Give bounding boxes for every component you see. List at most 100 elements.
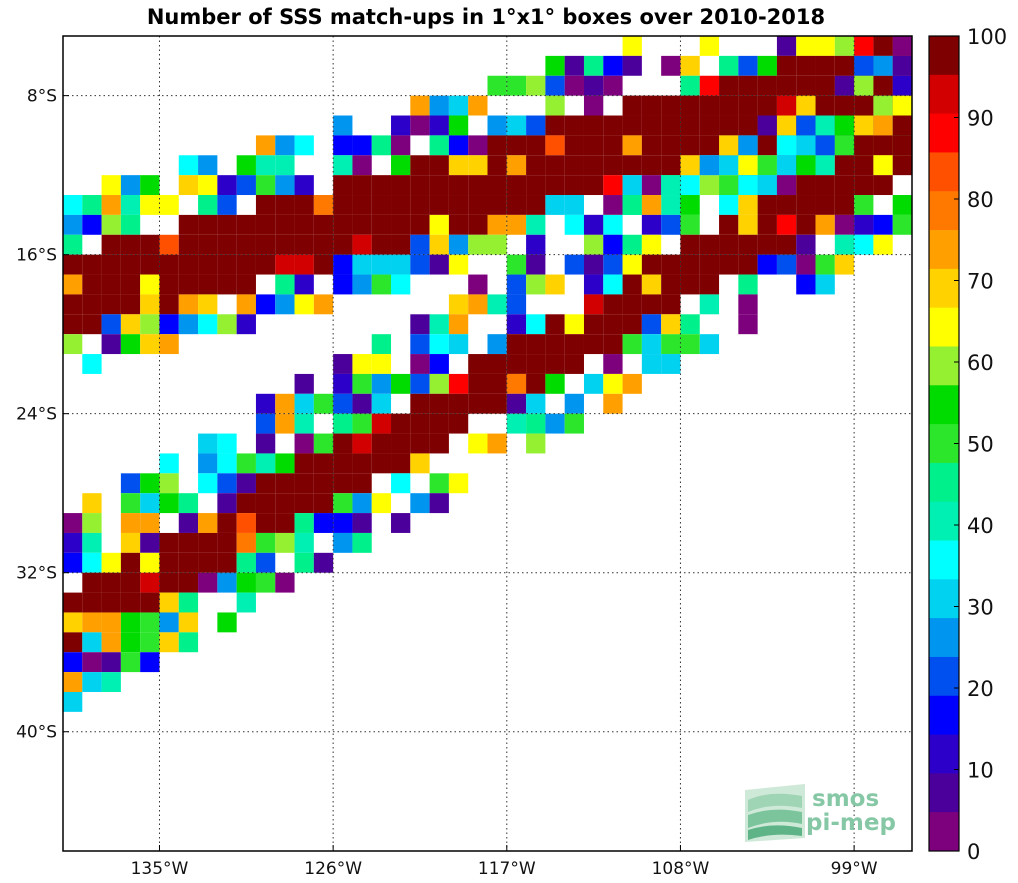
heatmap-cell — [545, 314, 565, 335]
colorbar-tick-label: 60 — [967, 351, 994, 375]
heatmap-cell — [603, 55, 623, 76]
heatmap-cell — [101, 552, 121, 573]
colorbar-tick-label: 70 — [967, 270, 994, 294]
heatmap-cell — [120, 254, 141, 275]
heatmap-cell — [140, 314, 160, 335]
heatmap-cell — [82, 214, 102, 235]
heatmap-cell — [873, 55, 893, 76]
heatmap-cell — [603, 314, 623, 335]
heatmap-cell — [487, 175, 507, 196]
heatmap-cell — [815, 274, 835, 295]
heatmap-cell — [873, 175, 893, 196]
heatmap-cell — [198, 274, 218, 295]
heatmap-cell — [236, 473, 256, 494]
heatmap-cell — [159, 632, 179, 653]
heatmap-cell — [255, 453, 276, 474]
heatmap-cell — [120, 195, 141, 215]
heatmap-cell — [178, 214, 199, 235]
heatmap-cell — [815, 115, 835, 136]
heatmap-cell — [371, 453, 392, 474]
heatmap-cell — [391, 413, 411, 434]
heatmap-cell — [854, 115, 874, 136]
heatmap-cell — [468, 433, 488, 454]
heatmap-cell — [140, 532, 160, 553]
heatmap-cell — [545, 373, 565, 394]
x-tick-label: 126°W — [304, 859, 362, 879]
heatmap-cell — [603, 254, 623, 275]
heatmap-cell — [892, 214, 912, 235]
heatmap-cell — [854, 135, 874, 156]
heatmap-cell — [410, 493, 430, 514]
heatmap-cell — [82, 195, 102, 215]
heatmap-cell — [834, 195, 855, 215]
heatmap-cell — [815, 75, 835, 96]
heatmap-cell — [120, 274, 141, 295]
heatmap-cell — [371, 175, 392, 196]
heatmap-cell — [641, 95, 662, 116]
heatmap-cell — [776, 254, 797, 275]
heatmap-cell — [352, 354, 372, 374]
heatmap-cell — [63, 254, 83, 275]
heatmap-cell — [468, 234, 488, 255]
heatmap-cell — [545, 135, 565, 156]
heatmap-cell — [468, 95, 488, 116]
heatmap-cell — [140, 274, 160, 295]
heatmap-cell — [371, 254, 392, 275]
heatmap-cell — [892, 115, 912, 136]
heatmap-cell — [680, 274, 700, 295]
heatmap-cell — [101, 274, 121, 295]
heatmap-cell — [796, 254, 816, 275]
heatmap-cell — [217, 175, 237, 196]
heatmap-cell — [487, 334, 507, 355]
heatmap-cell — [275, 413, 295, 434]
heatmap-cell — [815, 36, 835, 56]
heatmap-cell — [391, 453, 411, 474]
heatmap-cell — [198, 195, 218, 215]
heatmap-cell — [352, 135, 372, 156]
heatmap-cell — [82, 314, 102, 335]
colorbar-bin — [929, 695, 959, 736]
heatmap-cell — [294, 135, 314, 156]
heatmap-cell — [661, 294, 681, 315]
heatmap-cell — [796, 135, 816, 156]
heatmap-cell — [178, 592, 199, 613]
heatmap-cell — [255, 433, 276, 454]
heatmap-cell — [506, 75, 527, 96]
heatmap-cell — [892, 155, 912, 176]
heatmap-cell — [622, 294, 642, 315]
heatmap-cell — [82, 592, 102, 613]
heatmap-cell — [159, 254, 179, 275]
heatmap-cell — [834, 214, 855, 235]
heatmap-cell — [429, 135, 449, 156]
y-tick-label: 40°S — [16, 723, 57, 743]
heatmap-cell — [429, 254, 449, 275]
colorbar: 0 10 20 30 40 50 60 70 80 90 100 — [928, 25, 1007, 864]
heatmap-cell — [583, 175, 604, 196]
heatmap-cell — [313, 473, 334, 494]
heatmap-cell — [294, 254, 314, 275]
heatmap-cell — [275, 294, 295, 315]
heatmap-cell — [892, 55, 912, 76]
heatmap-cell — [140, 592, 160, 613]
heatmap-cell — [120, 493, 141, 514]
heatmap-cell — [178, 513, 199, 533]
heatmap-cell — [236, 214, 256, 235]
heatmap-cell — [603, 115, 623, 136]
heatmap-cell — [275, 155, 295, 176]
heatmap-cell — [545, 175, 565, 196]
heatmap-cell — [294, 373, 314, 394]
heatmap-cell — [198, 234, 218, 255]
heatmap-cell — [352, 254, 372, 275]
heatmap-cell — [448, 234, 469, 255]
heatmap-cell — [313, 195, 334, 215]
colorbar-bin — [929, 113, 959, 153]
colorbar-bin — [929, 36, 959, 76]
heatmap-cell — [854, 175, 874, 196]
heatmap-cell — [410, 393, 430, 414]
heatmap-cell — [622, 135, 642, 156]
heatmap-cell — [255, 294, 276, 315]
heatmap-cell — [352, 473, 372, 494]
heatmap-cell — [661, 314, 681, 335]
heatmap-cell — [641, 294, 662, 315]
heatmap-cell — [391, 135, 411, 156]
